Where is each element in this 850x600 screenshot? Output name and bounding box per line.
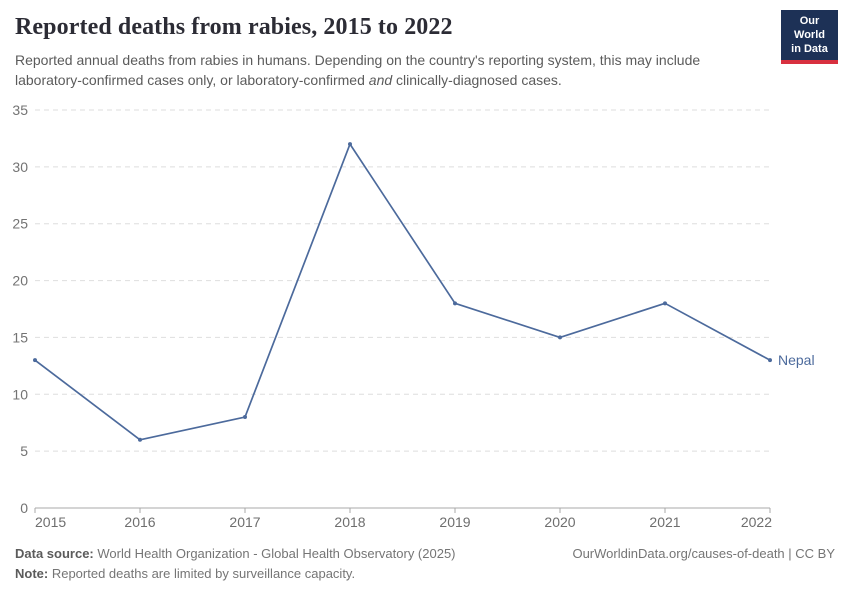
y-tick-label-20: 20 <box>12 273 28 289</box>
page-title: Reported deaths from rabies, 2015 to 202… <box>15 14 453 40</box>
subtitle-line2-italic: and <box>368 72 393 89</box>
x-tick-label-2019: 2019 <box>439 514 470 530</box>
x-tick-label-2015: 2015 <box>35 514 66 530</box>
data-source-label: Data source: <box>15 546 94 561</box>
data-point-nepal-2015[interactable] <box>33 358 37 363</box>
data-point-nepal-2017[interactable] <box>243 415 247 420</box>
x-tick-label-2022: 2022 <box>741 514 772 530</box>
owid-logo-accent-bar <box>781 60 838 65</box>
y-tick-label-15: 15 <box>12 329 28 345</box>
chart-footer: Data source: World Health Organization -… <box>15 546 835 586</box>
y-tick-label-5: 5 <box>20 443 28 459</box>
chart-area[interactable]: 0 5 10 15 20 25 30 35 2015 2016 2017 2018 2019 2020 20… <box>0 95 850 542</box>
data-point-nepal-2022[interactable] <box>768 358 772 363</box>
data-source-line: Data source: World Health Organization -… <box>15 546 456 561</box>
data-point-nepal-2020[interactable] <box>558 335 562 340</box>
subtitle-line2-after: clinically-diagnosed cases. <box>392 72 562 89</box>
chart-header: Reported deaths from rabies, 2015 to 202… <box>0 0 850 91</box>
data-source-text: World Health Organization - Global Healt… <box>93 546 456 561</box>
x-tick-label-2021: 2021 <box>649 514 680 530</box>
note-label: Note: <box>15 566 49 581</box>
y-tick-label-30: 30 <box>12 159 28 175</box>
note-line: Note: Reported deaths are limited by sur… <box>15 566 456 581</box>
owid-logo-line2: in Data <box>791 42 828 55</box>
y-tick-label-25: 25 <box>12 216 28 232</box>
owid-logo[interactable]: Our World in Data <box>781 10 838 65</box>
y-tick-label-35: 35 <box>12 102 28 118</box>
series-line-nepal[interactable] <box>34 143 771 441</box>
subtitle-line2-before: laboratory-confirmed cases only, or labo… <box>15 72 369 89</box>
x-tick-label-2016: 2016 <box>124 514 155 530</box>
data-point-nepal-2021[interactable] <box>663 301 667 306</box>
x-tick-label-2017: 2017 <box>229 514 260 530</box>
note-text: Reported deaths are limited by surveilla… <box>48 566 356 581</box>
x-tick-label-2018: 2018 <box>334 514 365 530</box>
data-point-nepal-2016[interactable] <box>138 437 142 442</box>
subtitle-line1: Reported annual deaths from rabies in hu… <box>15 52 701 68</box>
footer-left: Data source: World Health Organization -… <box>15 546 456 586</box>
line-chart-svg[interactable]: 0 5 10 15 20 25 30 35 2015 2016 2017 2018 2019 2020 20… <box>0 95 850 542</box>
series-label-nepal[interactable]: Nepal <box>778 352 815 368</box>
chart-subtitle: Reported annual deaths from rabies in hu… <box>15 50 760 91</box>
owid-logo-line1: Our World <box>794 15 825 41</box>
data-point-nepal-2019[interactable] <box>453 301 457 306</box>
owid-logo-box: Our World in Data <box>781 10 838 61</box>
y-tick-label-10: 10 <box>12 386 28 402</box>
y-tick-label-0: 0 <box>20 500 28 516</box>
footer-citation-link[interactable]: OurWorldinData.org/causes-of-death | CC … <box>572 546 835 561</box>
x-tick-label-2020: 2020 <box>544 514 575 530</box>
data-point-nepal-2018[interactable] <box>348 142 352 147</box>
